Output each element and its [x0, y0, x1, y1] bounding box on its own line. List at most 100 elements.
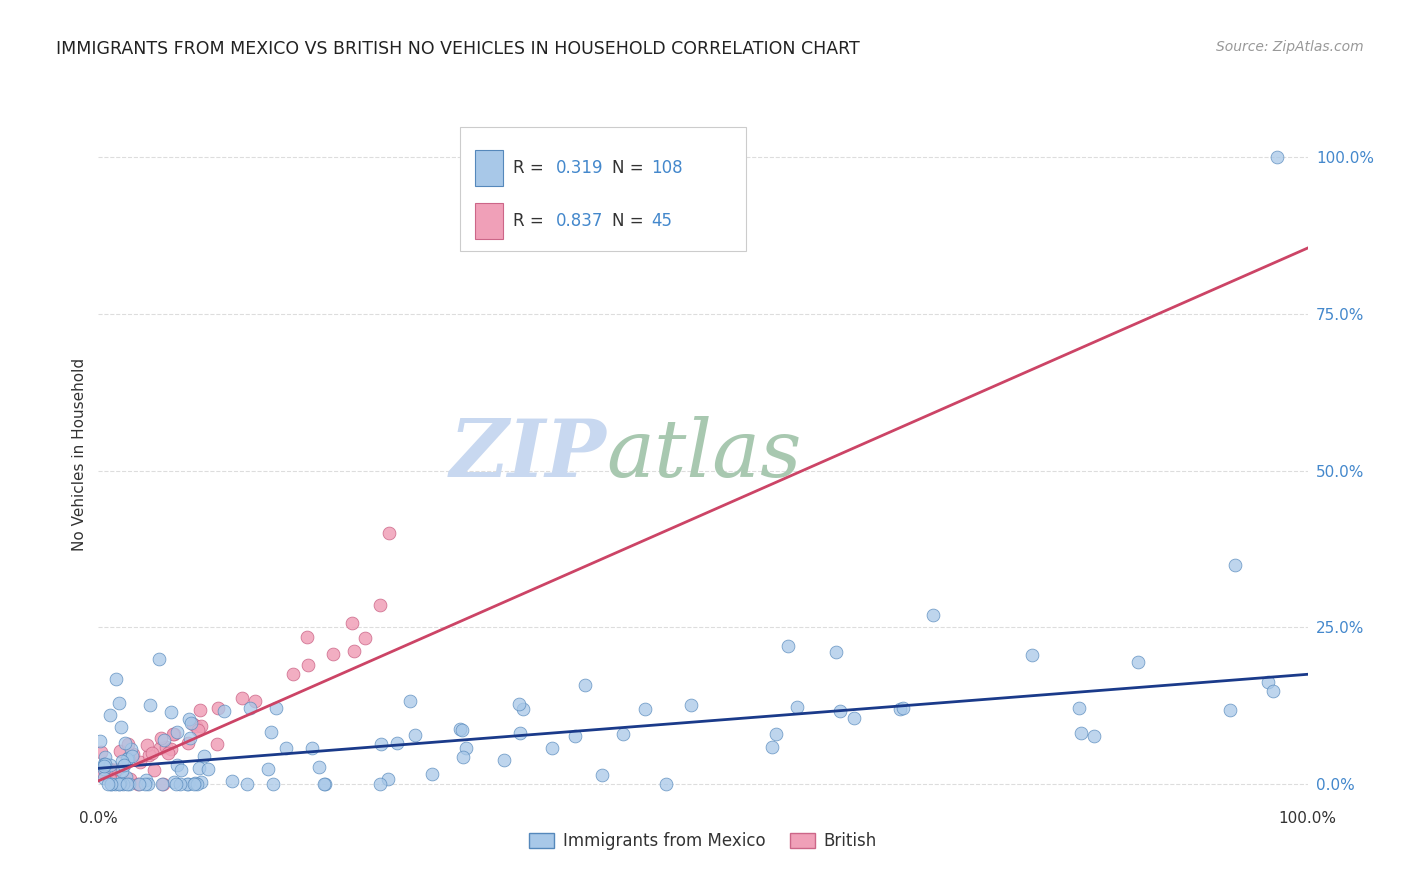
Point: [193, 748, 215, 763]
Point: [1267, 150, 1289, 164]
Point: [679, 698, 702, 713]
Point: [162, 727, 184, 741]
Point: [179, 731, 201, 745]
Point: [343, 644, 366, 658]
Point: [1219, 703, 1241, 717]
Point: [103, 763, 125, 777]
Point: [120, 742, 142, 756]
Point: [166, 757, 188, 772]
Point: [162, 727, 184, 741]
Point: [89, 766, 111, 780]
Point: [100, 777, 122, 791]
Point: [197, 762, 219, 776]
Point: [160, 705, 183, 719]
Point: [117, 751, 139, 765]
Point: [165, 777, 187, 791]
Point: [451, 750, 474, 764]
Point: [308, 760, 330, 774]
Point: [181, 717, 204, 731]
Point: [94, 757, 117, 772]
Point: [512, 702, 534, 716]
Point: [190, 719, 212, 733]
Point: [420, 766, 443, 780]
Point: [761, 739, 783, 754]
Point: [655, 777, 678, 791]
Point: [449, 723, 471, 737]
Point: [368, 777, 391, 791]
Point: [295, 630, 318, 644]
Point: [297, 657, 319, 672]
Point: [148, 651, 170, 665]
Point: [118, 747, 141, 762]
Point: [1263, 683, 1285, 698]
Point: [104, 672, 127, 686]
Point: [825, 645, 848, 659]
Point: [186, 719, 208, 733]
Point: [314, 777, 336, 791]
Point: [90, 745, 112, 759]
Point: [221, 774, 243, 789]
Point: [143, 764, 166, 778]
Point: [107, 777, 129, 791]
Point: [301, 741, 323, 756]
Point: [245, 694, 267, 708]
Point: [207, 737, 229, 751]
Point: [264, 701, 287, 715]
Point: [121, 747, 143, 762]
Point: [153, 733, 176, 747]
Point: [135, 772, 157, 787]
Point: [235, 777, 257, 791]
Point: [89, 764, 111, 778]
Point: [508, 697, 530, 711]
Point: [314, 777, 336, 791]
Point: [114, 736, 136, 750]
Text: 108: 108: [651, 159, 683, 178]
Point: [188, 703, 211, 717]
Point: [108, 696, 131, 710]
Point: [1067, 700, 1090, 714]
Point: [262, 777, 284, 791]
Point: [184, 776, 207, 790]
Point: [377, 526, 399, 541]
Text: ZIP: ZIP: [450, 417, 606, 493]
Point: [138, 748, 160, 763]
Point: [891, 701, 914, 715]
Point: [150, 777, 173, 791]
Point: [212, 705, 235, 719]
Point: [1257, 675, 1279, 690]
Point: [136, 777, 159, 791]
Point: [107, 777, 129, 791]
Point: [115, 770, 138, 784]
Point: [765, 727, 787, 741]
Point: [134, 777, 156, 791]
Point: [118, 772, 141, 786]
Point: [150, 731, 173, 745]
Text: 45: 45: [651, 212, 672, 230]
Point: [564, 729, 586, 743]
Point: [117, 737, 139, 751]
Point: [160, 741, 183, 756]
Point: [149, 740, 172, 755]
Point: [231, 691, 253, 706]
Point: [368, 598, 391, 612]
Point: [260, 724, 283, 739]
Point: [842, 711, 865, 725]
Point: [1070, 726, 1092, 740]
Point: [93, 759, 115, 773]
Point: [239, 701, 262, 715]
Point: [108, 744, 131, 758]
Point: [93, 756, 115, 771]
Point: [98, 758, 121, 772]
Point: [112, 777, 135, 791]
Point: [93, 750, 115, 764]
Point: [921, 607, 943, 622]
Point: [889, 702, 911, 716]
Point: [111, 775, 134, 789]
Point: [207, 701, 229, 715]
Y-axis label: No Vehicles in Household: No Vehicles in Household: [72, 359, 87, 551]
Point: [89, 733, 111, 747]
Point: [399, 694, 422, 708]
Point: [456, 740, 478, 755]
Legend: Immigrants from Mexico, British: Immigrants from Mexico, British: [523, 826, 883, 857]
Point: [281, 667, 304, 681]
